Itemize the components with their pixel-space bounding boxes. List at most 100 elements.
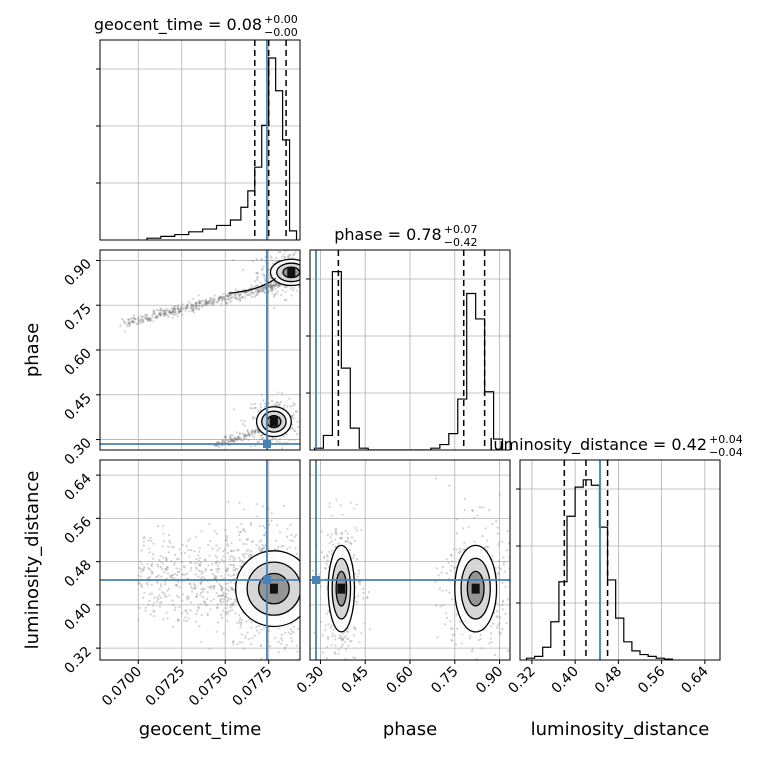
sample-point: [304, 269, 306, 271]
y-tick-label: 0.48: [61, 557, 94, 590]
sample-point: [218, 296, 221, 299]
sample-point: [206, 612, 209, 615]
sample-point: [138, 322, 141, 325]
sample-point: [142, 544, 145, 547]
sample-point: [283, 648, 286, 651]
panel-frame: [309, 249, 511, 451]
sample-point: [211, 302, 214, 305]
sample-point: [232, 440, 235, 443]
sample-point: [500, 540, 504, 543]
sample-point: [333, 651, 336, 654]
sample-point: [200, 530, 203, 533]
sample-point: [504, 585, 507, 588]
sample-point: [223, 436, 226, 439]
sample-point: [249, 434, 252, 437]
sample-point: [133, 317, 136, 321]
sample-point: [238, 297, 241, 300]
sample-point: [262, 524, 265, 527]
sample-point: [203, 577, 206, 580]
sample-point: [138, 606, 141, 610]
sample-point: [203, 302, 206, 305]
sample-point: [274, 284, 278, 287]
sample-point: [217, 298, 220, 301]
sample-point: [225, 587, 228, 590]
sample-point: [264, 285, 267, 289]
sample-point: [224, 299, 227, 302]
sample-point: [275, 404, 278, 407]
sample-point: [239, 297, 242, 300]
sample-point: [230, 438, 233, 441]
sample-point: [341, 633, 344, 636]
sample-point: [185, 608, 188, 612]
sample-point: [229, 290, 232, 293]
sample-point: [318, 558, 320, 560]
sample-point: [291, 289, 294, 292]
sample-point: [186, 303, 189, 306]
sample-point: [448, 484, 451, 487]
sample-point: [333, 642, 335, 644]
sample-point: [198, 550, 201, 553]
sample-point: [212, 300, 215, 304]
sample-point: [199, 564, 202, 567]
sample-point: [162, 540, 165, 543]
sample-point: [173, 310, 176, 314]
sample-point: [280, 255, 284, 258]
sample-point: [148, 593, 151, 596]
sample-point: [325, 562, 328, 565]
histogram-step: [313, 271, 504, 450]
sample-point: [347, 537, 350, 540]
sample-point: [171, 310, 174, 313]
x-tick-label: 0.45: [339, 664, 372, 697]
sample-point: [214, 577, 217, 580]
sample-point: [244, 433, 248, 437]
sample-point: [123, 330, 126, 333]
sample-point: [262, 546, 266, 549]
sample-point: [222, 594, 225, 597]
sample-point: [201, 303, 204, 306]
sample-point: [272, 404, 275, 407]
sample-point: [233, 440, 236, 443]
sample-point: [239, 437, 242, 440]
sample-point: [275, 440, 279, 443]
sample-point: [192, 306, 195, 310]
sample-point: [270, 512, 273, 515]
sample-point: [354, 573, 357, 576]
sample-point: [317, 573, 321, 576]
sample-point: [152, 312, 155, 315]
sample-point: [239, 616, 242, 620]
sample-point: [136, 322, 139, 326]
sample-point: [212, 299, 215, 302]
sample-point: [228, 300, 232, 304]
sample-point: [254, 430, 257, 434]
sample-point: [268, 289, 272, 292]
title-error-plus: +0.00: [264, 13, 298, 26]
sample-point: [244, 291, 247, 294]
sample-point: [244, 637, 247, 640]
sample-point: [214, 561, 218, 564]
sample-point: [502, 556, 505, 559]
sample-point: [236, 567, 239, 571]
sample-point: [244, 294, 247, 297]
sample-point: [435, 477, 438, 480]
sample-point: [271, 284, 275, 287]
sample-point: [182, 565, 185, 568]
sample-point: [168, 311, 171, 314]
sample-point: [157, 309, 160, 312]
sample-point: [451, 627, 454, 630]
sample-point: [189, 601, 193, 604]
sample-point: [327, 609, 330, 613]
sample-point: [295, 247, 297, 249]
sample-point: [149, 317, 152, 320]
sample-point: [180, 560, 183, 564]
sample-point: [215, 580, 218, 583]
y-tick-label: 0.45: [61, 390, 94, 423]
sample-point: [501, 600, 504, 604]
sample-point: [236, 621, 239, 625]
sample-point: [216, 606, 219, 610]
sample-point: [159, 309, 162, 312]
sample-point: [368, 627, 371, 631]
sample-point: [235, 600, 238, 604]
sample-point: [200, 581, 203, 584]
sample-point: [471, 509, 474, 512]
sample-point: [222, 600, 225, 603]
